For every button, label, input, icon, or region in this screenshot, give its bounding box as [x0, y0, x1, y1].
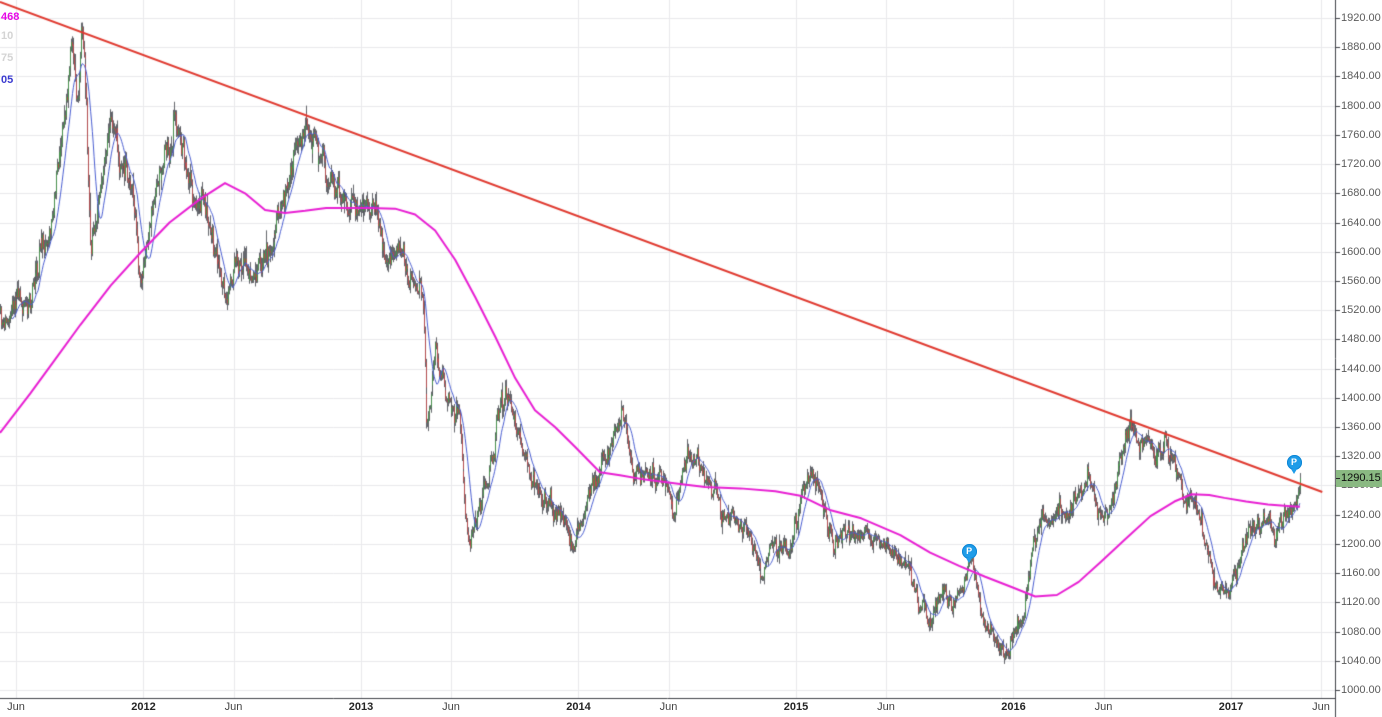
price-axis-label: 1880.00: [1341, 41, 1381, 54]
indicator-value-label: 75: [1, 52, 14, 64]
price-axis-label: 1520.00: [1341, 304, 1381, 317]
price-axis-label: 1440.00: [1341, 362, 1381, 375]
time-axis-label: Jun: [659, 701, 678, 713]
price-axis-label: 1120.00: [1341, 596, 1380, 609]
price-axis-label: 1720.00: [1341, 158, 1381, 171]
price-axis-label: 1160.00: [1341, 567, 1380, 580]
price-axis-label: 1080.00: [1341, 625, 1381, 638]
pin-marker[interactable]: P: [1286, 455, 1302, 475]
indicator-value-label: 468: [1, 11, 20, 23]
price-axis-label: 1800.00: [1341, 99, 1381, 112]
price-axis-label: 1760.00: [1341, 128, 1381, 141]
time-axis-label: 2015: [783, 701, 809, 713]
time-axis-label: 2012: [131, 701, 156, 713]
price-axis-label: 1840.00: [1341, 70, 1381, 83]
price-axis-label: 1920.00: [1341, 12, 1381, 24]
indicator-value-label: 10: [1, 30, 14, 42]
price-axis-label: 1680.00: [1341, 187, 1381, 200]
time-axis-label: 2016: [1001, 701, 1026, 713]
time-axis-label: Jun: [1312, 701, 1330, 713]
time-axis-label: 2013: [348, 701, 374, 713]
time-axis-label: 2017: [1218, 701, 1244, 713]
price-axis-label: 1320.00: [1341, 450, 1381, 463]
price-axis-label: 1000.00: [1341, 683, 1381, 696]
price-axis-label: 1560.00: [1341, 274, 1381, 287]
pin-marker[interactable]: P: [961, 543, 977, 563]
time-axis-label: Jun: [442, 701, 460, 713]
price-axis-label: 1200.00: [1341, 537, 1381, 550]
time-axis-label: Jun: [7, 701, 25, 713]
time-axis-label: Jun: [877, 701, 895, 713]
price-axis-label: 1240.00: [1341, 508, 1381, 521]
time-axis-label: Jun: [224, 701, 243, 713]
time-axis-label: Jun: [1094, 701, 1113, 713]
price-axis-label: 1600.00: [1341, 245, 1381, 258]
price-axis-label: 1360.00: [1341, 421, 1381, 434]
price-axis-label: 1400.00: [1341, 391, 1381, 404]
time-axis-label: 2014: [566, 701, 591, 713]
price-axis-label: 1480.00: [1341, 333, 1381, 346]
price-axis-label: 1040.00: [1341, 654, 1381, 667]
price-axis-label: 1640.00: [1341, 216, 1381, 229]
indicator-value-label: 05: [1, 74, 14, 86]
last-price-tag: 1290.15: [1336, 469, 1382, 487]
